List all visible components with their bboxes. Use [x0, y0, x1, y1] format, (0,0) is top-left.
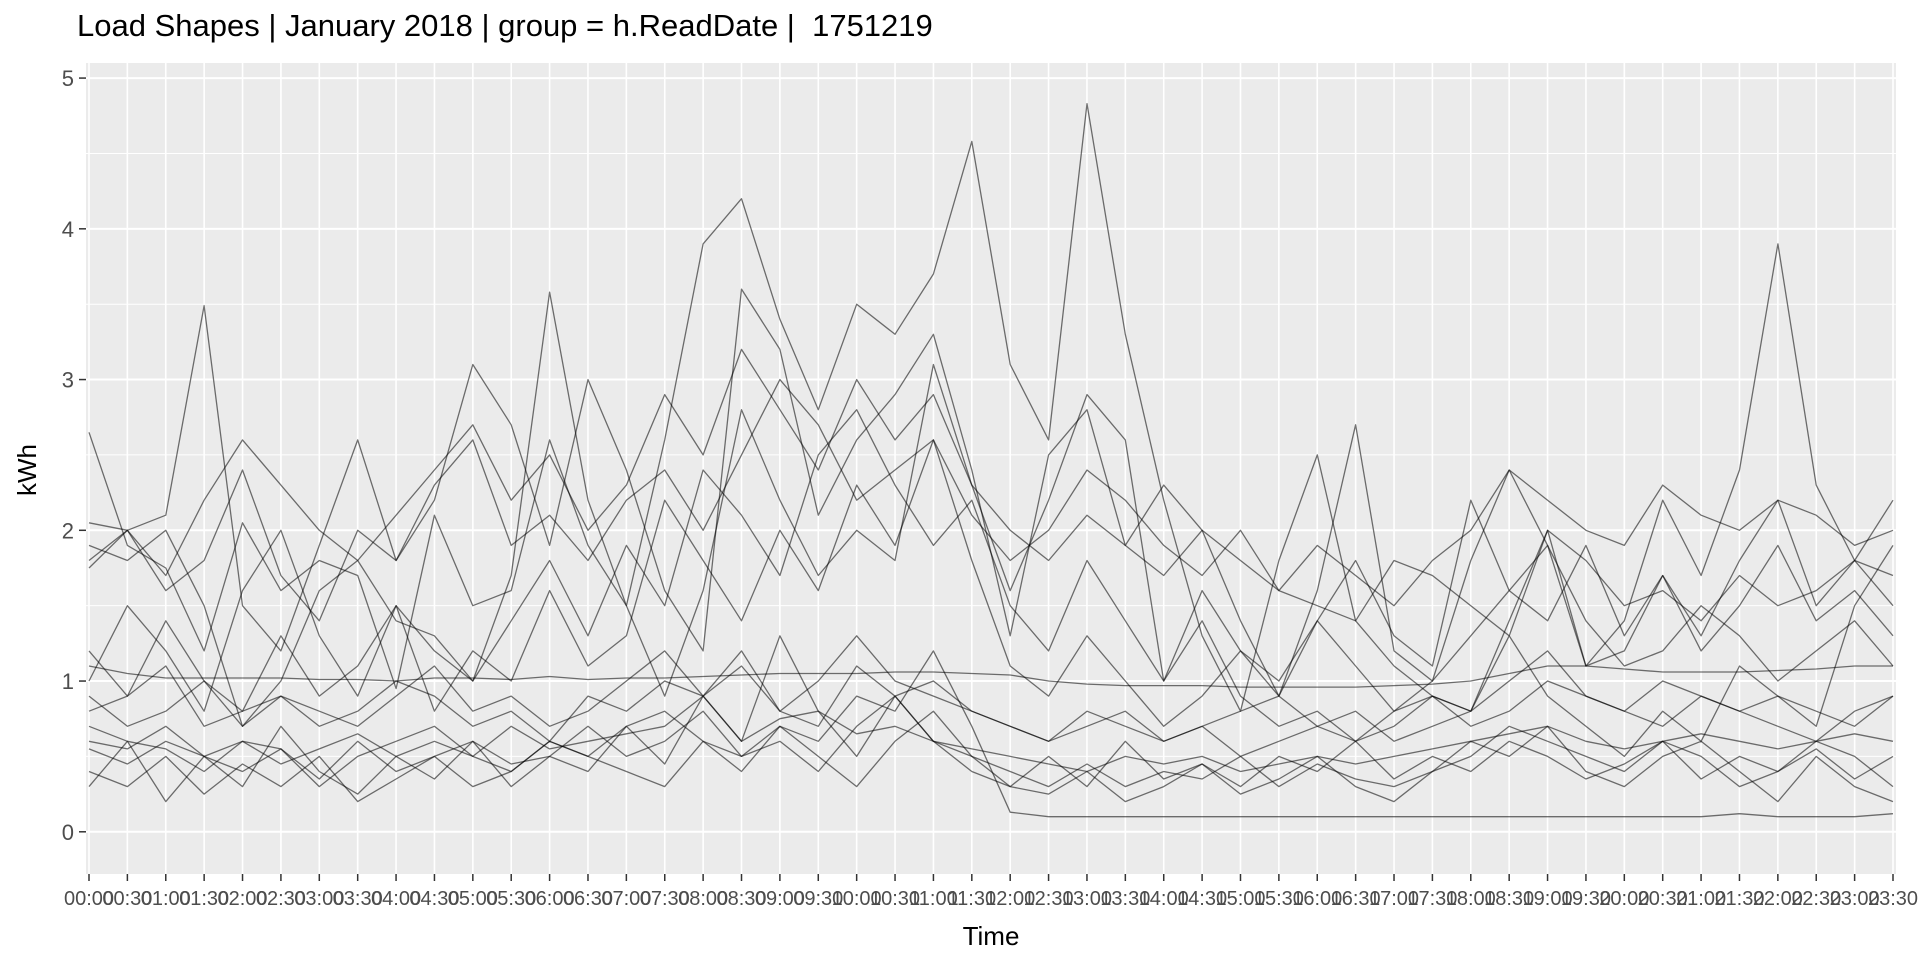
x-tick-label: 23:30 — [1868, 888, 1918, 910]
x-tick-label: 08:00 — [678, 888, 728, 910]
x-tick-label: 15:00 — [1215, 888, 1265, 910]
chart-title: Load Shapes | January 2018 | group = h.R… — [77, 8, 933, 43]
series-line-10 — [88, 409, 1894, 712]
y-tick-label: 1 — [62, 669, 74, 694]
x-tick-label: 09:00 — [755, 888, 805, 910]
series-line-3 — [88, 103, 1894, 727]
x-tick-label: 21:00 — [1676, 888, 1726, 910]
x-tick-label: 18:00 — [1446, 888, 1496, 910]
x-tick-label: 00:00 — [64, 888, 114, 910]
x-axis-title: Time — [963, 921, 1020, 951]
x-tick-label: 11:30 — [948, 888, 997, 910]
x-tick-label: 15:30 — [1254, 888, 1304, 910]
x-tick-label: 06:30 — [563, 888, 613, 910]
x-tick-label: 05:30 — [486, 888, 536, 910]
x-tick-label: 14:00 — [1139, 888, 1189, 910]
series-line-13 — [88, 635, 1894, 803]
x-tick-label: 22:00 — [1753, 888, 1803, 910]
x-tick-label: 23:00 — [1830, 888, 1880, 910]
x-tick-label: 08:30 — [716, 888, 766, 910]
x-axis: 00:0000:3001:0001:3002:0002:3003:0003:30… — [64, 874, 1918, 910]
x-tick-label: 02:30 — [256, 888, 306, 910]
series-line-8 — [88, 378, 1894, 637]
y-tick-label: 0 — [62, 820, 74, 845]
x-tick-label: 03:30 — [333, 888, 383, 910]
x-tick-label: 04:00 — [371, 888, 421, 910]
x-tick-label: 04:30 — [409, 888, 459, 910]
y-axis-title: kWh — [12, 444, 42, 496]
x-tick-label: 16:00 — [1292, 888, 1342, 910]
x-tick-label: 00:30 — [102, 888, 152, 910]
series-line-5 — [88, 650, 1894, 818]
x-tick-label: 22:30 — [1791, 888, 1841, 910]
x-tick-label: 13:00 — [1062, 888, 1112, 910]
series-lines — [88, 103, 1894, 818]
plot-panel — [86, 63, 1896, 874]
x-tick-label: 02:00 — [218, 888, 268, 910]
series-line-7 — [88, 710, 1894, 803]
series-line-11 — [88, 695, 1894, 773]
x-tick-label: 17:30 — [1407, 888, 1457, 910]
series-line-14 — [88, 635, 1894, 742]
x-tick-label: 10:30 — [870, 888, 920, 910]
y-tick-label: 5 — [62, 66, 74, 91]
x-tick-label: 17:00 — [1369, 888, 1419, 910]
x-tick-label: 19:30 — [1561, 888, 1611, 910]
x-tick-label: 14:30 — [1177, 888, 1227, 910]
x-tick-label: 20:00 — [1599, 888, 1649, 910]
x-tick-label: 12:30 — [1024, 888, 1074, 910]
y-tick-label: 4 — [62, 217, 74, 242]
x-tick-label: 07:00 — [601, 888, 651, 910]
y-tick-label: 2 — [62, 518, 74, 543]
x-tick-label: 16:30 — [1331, 888, 1381, 910]
x-tick-label: 12:00 — [985, 888, 1035, 910]
series-line-15 — [88, 348, 1894, 607]
x-tick-label: 01:00 — [141, 888, 191, 910]
minor-gridlines — [86, 152, 1896, 757]
x-tick-label: 11:00 — [909, 888, 958, 910]
y-axis: 0 1 2 3 4 5 — [62, 66, 86, 845]
y-tick-label: 3 — [62, 368, 74, 393]
x-tick-label: 13:30 — [1100, 888, 1150, 910]
x-tick-label: 05:00 — [448, 888, 498, 910]
series-line-6 — [88, 695, 1894, 788]
x-tick-label: 18:30 — [1484, 888, 1534, 910]
x-tick-label: 06:00 — [525, 888, 575, 910]
x-tick-label: 19:00 — [1523, 888, 1573, 910]
series-line-12 — [88, 439, 1894, 727]
x-tick-label: 10:00 — [832, 888, 882, 910]
x-tick-label: 07:30 — [640, 888, 690, 910]
major-gridlines — [86, 63, 1896, 874]
x-tick-label: 21:30 — [1714, 888, 1764, 910]
x-tick-label: 09:30 — [793, 888, 843, 910]
x-tick-label: 01:30 — [179, 888, 229, 910]
x-tick-label: 03:00 — [294, 888, 344, 910]
x-tick-label: 20:30 — [1638, 888, 1688, 910]
series-line-4 — [88, 665, 1893, 688]
